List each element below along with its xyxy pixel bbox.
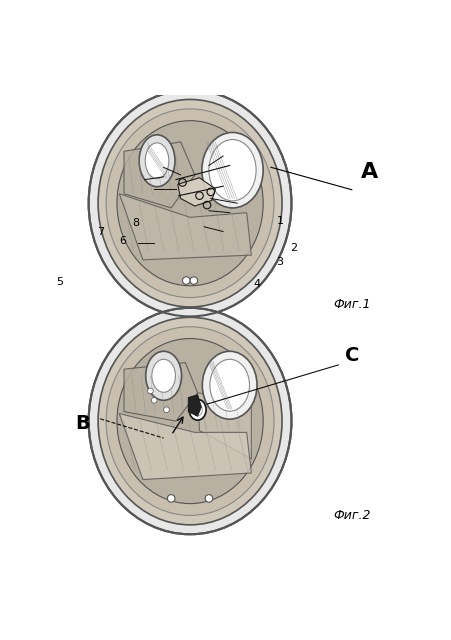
Polygon shape xyxy=(197,393,251,459)
Ellipse shape xyxy=(193,404,202,416)
Ellipse shape xyxy=(208,140,256,201)
Ellipse shape xyxy=(117,121,262,285)
Ellipse shape xyxy=(202,132,262,208)
Ellipse shape xyxy=(117,339,262,504)
Ellipse shape xyxy=(88,90,291,316)
Text: B: B xyxy=(75,414,89,433)
Ellipse shape xyxy=(209,359,249,411)
Text: 4: 4 xyxy=(253,279,260,289)
Text: 1: 1 xyxy=(276,216,283,226)
Text: 3: 3 xyxy=(276,257,283,267)
Ellipse shape xyxy=(106,327,273,515)
Ellipse shape xyxy=(98,99,281,307)
Text: Фиг.1: Фиг.1 xyxy=(332,298,370,311)
Ellipse shape xyxy=(202,351,257,419)
Ellipse shape xyxy=(145,143,169,179)
Text: 7: 7 xyxy=(97,227,104,237)
Ellipse shape xyxy=(88,308,291,534)
Polygon shape xyxy=(177,178,215,206)
Ellipse shape xyxy=(163,407,169,413)
Ellipse shape xyxy=(139,135,175,187)
Ellipse shape xyxy=(152,359,175,392)
Polygon shape xyxy=(188,395,201,417)
Ellipse shape xyxy=(182,276,189,284)
Text: Фиг.2: Фиг.2 xyxy=(332,509,370,522)
Ellipse shape xyxy=(151,397,156,403)
Polygon shape xyxy=(119,194,251,260)
Text: 5: 5 xyxy=(56,277,63,287)
Polygon shape xyxy=(124,142,194,208)
Ellipse shape xyxy=(98,317,281,525)
Ellipse shape xyxy=(145,351,181,401)
Polygon shape xyxy=(124,363,197,421)
Ellipse shape xyxy=(147,388,153,394)
Text: 6: 6 xyxy=(119,236,126,246)
Text: 8: 8 xyxy=(132,218,139,228)
Text: A: A xyxy=(360,162,377,182)
Ellipse shape xyxy=(189,276,197,284)
Text: C: C xyxy=(344,346,358,365)
Ellipse shape xyxy=(106,109,273,298)
Polygon shape xyxy=(119,413,251,479)
Ellipse shape xyxy=(167,495,175,502)
Ellipse shape xyxy=(189,399,206,420)
Text: 2: 2 xyxy=(289,243,296,253)
Ellipse shape xyxy=(205,495,212,502)
